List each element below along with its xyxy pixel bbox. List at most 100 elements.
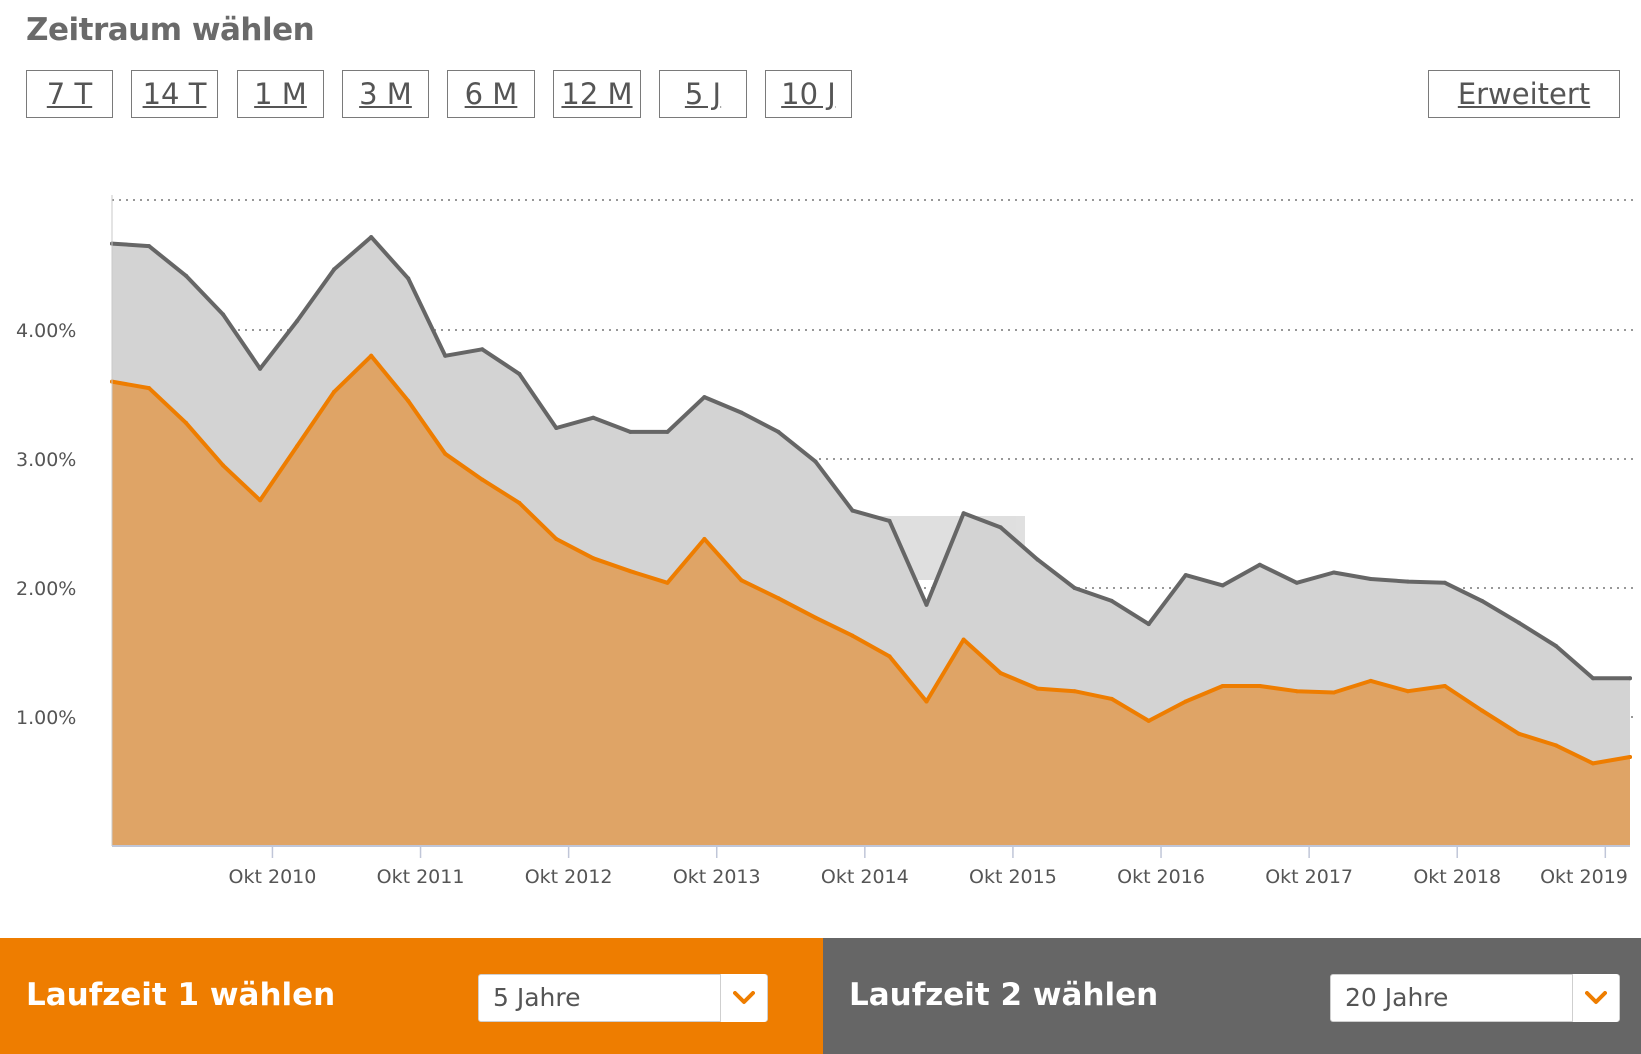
term-2-select[interactable]: 20 Jahre [1330,974,1620,1022]
data-point [776,596,781,601]
data-point [591,556,596,561]
series-area [112,355,1630,846]
data-point [887,518,892,523]
data-point [1628,676,1632,681]
data-point [1072,586,1077,590]
term-2-bar: Laufzeit 2 wählen 20 Jahre [823,938,1641,1054]
x-tick-label: Okt 2019 [1540,866,1628,888]
data-point [665,429,670,434]
data-point [443,451,448,456]
x-tick-label: Okt 2011 [377,866,465,888]
data-point [1294,689,1299,694]
advanced-button[interactable]: Erweitert [1428,70,1620,118]
data-point [1035,557,1040,562]
period-button-12m[interactable]: 12 M [553,70,641,118]
data-point [1146,622,1151,627]
data-point [147,244,151,249]
data-point [924,602,929,607]
data-point [1109,696,1114,701]
y-tick-label: 3.00% [16,449,76,471]
data-point [628,429,633,434]
data-point [1368,577,1373,581]
data-point [1183,699,1188,704]
data-point [332,389,337,394]
data-point [554,426,559,430]
data-point [1183,573,1188,578]
chevron-down-icon[interactable] [1572,974,1619,1022]
data-point [998,671,1003,676]
y-tick-label: 1.00% [16,707,76,729]
axes: 1.00% 2.00% 3.00% 4.00% Okt 2010 Okt 2011 Okt … [16,195,1630,888]
data-point [443,353,448,358]
data-point [1479,598,1484,603]
data-point [961,511,966,516]
data-point [1591,676,1595,681]
data-point [295,444,300,449]
data-point [1516,731,1521,736]
data-point [1257,684,1262,688]
rate-chart: interhyp 1.00%2.00%3.00%4.00%Okt 2010Okt… [0,150,1641,890]
x-tick-label: Okt 2015 [969,866,1057,888]
data-point [1331,690,1336,695]
data-point [332,267,337,272]
period-button-6m[interactable]: 6 M [447,70,535,118]
data-point [739,578,744,583]
data-point [258,366,263,371]
data-point [517,371,522,376]
y-tick-label: 2.00% [16,578,76,600]
data-point [480,477,485,482]
data-point [406,276,411,281]
data-point [813,615,818,620]
data-point [1368,678,1373,683]
period-button-14t[interactable]: 14 T [131,70,218,118]
x-tick-label: Okt 2017 [1265,866,1353,888]
data-point [221,463,226,468]
period-button-10j[interactable]: 10 J [765,70,852,118]
chart-svg: interhyp 1.00%2.00%3.00%4.00%Okt 2010Okt… [16,195,1638,888]
data-point [850,508,855,513]
term-1-value: 5 Jahre [493,983,581,1012]
series-areas [112,237,1630,847]
x-tick-label: Okt 2010 [229,866,317,888]
data-point [221,312,226,317]
data-point [850,633,855,638]
chevron-down-icon[interactable] [720,974,767,1022]
data-point [628,569,633,574]
data-point [1257,562,1262,567]
data-point [702,537,707,541]
data-point [702,395,707,400]
data-point [295,319,300,323]
term-2-label: Laufzeit 2 wählen [849,977,1159,1013]
data-point [1109,598,1114,603]
data-point [1479,708,1484,713]
page-title: Zeitraum wählen [26,12,315,48]
term-1-select[interactable]: 5 Jahre [478,974,768,1022]
data-point [406,398,411,403]
data-point [961,637,966,642]
data-point [1442,684,1447,688]
data-point [776,429,781,434]
data-point [1554,743,1558,748]
term-1-label: Laufzeit 1 wählen [26,977,336,1013]
data-point [1405,689,1410,694]
data-point [554,537,559,541]
data-point [998,525,1003,530]
data-point [1591,761,1595,766]
data-point [258,498,263,503]
data-point [1516,620,1521,625]
data-point [1554,644,1558,648]
period-button-7t[interactable]: 7 T [26,70,113,118]
term-1-bar: Laufzeit 1 wählen 5 Jahre [0,938,823,1054]
term-2-value: 20 Jahre [1345,983,1449,1012]
data-point [887,654,892,659]
data-point [1628,755,1632,759]
data-point [1220,684,1225,688]
x-tick-label: Okt 2012 [525,866,613,888]
period-button-3m[interactable]: 3 M [342,70,429,118]
period-button-1m[interactable]: 1 M [237,70,324,118]
data-point [1294,580,1299,585]
period-button-5j[interactable]: 5 J [659,70,747,118]
data-point [665,580,670,585]
data-point [739,410,744,415]
data-point [924,699,929,704]
